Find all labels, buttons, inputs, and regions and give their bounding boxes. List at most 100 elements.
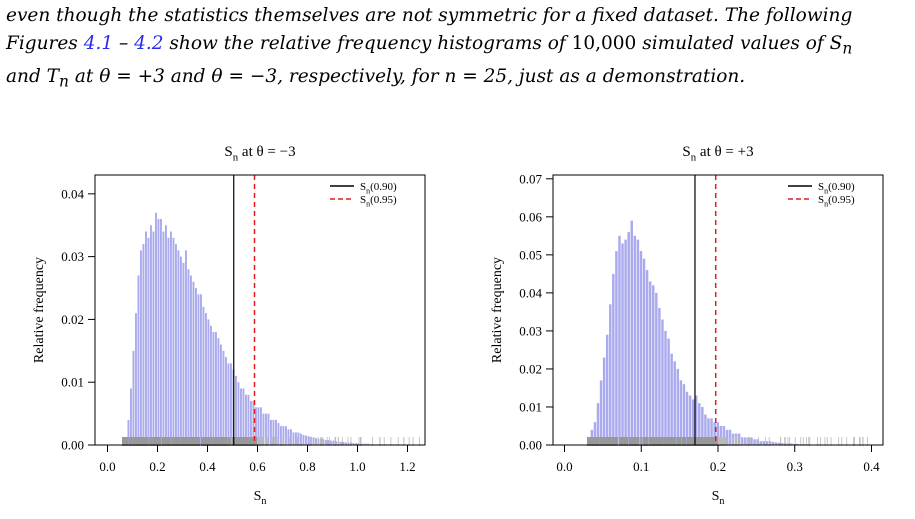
- x-axis-label-subscript: n: [261, 496, 266, 507]
- paragraph-text: at: [69, 66, 99, 87]
- y-tick-label: 0.04: [519, 285, 542, 300]
- histogram-bar: [627, 232, 629, 444]
- histogram-bar: [183, 263, 185, 445]
- legend: Sn(0.90)Sn(0.95): [788, 181, 855, 208]
- histogram-bar: [163, 232, 165, 445]
- histogram-bar: [138, 275, 140, 444]
- histogram-bar: [673, 361, 675, 444]
- histogram-bar: [333, 441, 335, 445]
- y-tick-label: 0.01: [519, 399, 542, 414]
- chart-title: Sn at θ = −3: [224, 144, 295, 164]
- figure-ref-4-2[interactable]: 4.2: [134, 33, 163, 54]
- math-subscript: n: [842, 40, 852, 58]
- y-tick-label: 0.04: [61, 186, 84, 201]
- histogram-bar: [148, 238, 150, 445]
- x-tick-label: 0.4: [863, 459, 880, 474]
- x-tick-label: 0.2: [710, 459, 726, 474]
- histogram-bar: [631, 221, 633, 445]
- histogram-bar: [363, 444, 365, 445]
- legend-label: Sn(0.95): [818, 194, 855, 208]
- histogram-bar: [155, 213, 157, 445]
- histogram-bar: [640, 251, 642, 444]
- histogram-bar: [238, 382, 240, 444]
- y-tick-label: 0.06: [519, 209, 542, 224]
- math-n-value: n = 25: [444, 66, 507, 87]
- histogram-bar: [303, 435, 305, 445]
- histogram-bar: [618, 236, 620, 445]
- figure-ref-4-1[interactable]: 4.1: [84, 33, 113, 54]
- histogram-bar: [772, 442, 774, 445]
- y-tick-label: 0.07: [519, 171, 542, 186]
- math-var-t: T: [47, 66, 59, 87]
- x-tick-label: 0.0: [99, 459, 115, 474]
- histogram-bar: [198, 294, 200, 444]
- histogram-bar: [143, 244, 145, 444]
- paragraph-text: , just as a demonstration.: [507, 66, 745, 87]
- bars-group: [588, 221, 808, 445]
- histogram-bar: [205, 313, 207, 444]
- histogram-bar: [305, 436, 307, 445]
- histogram-bar: [215, 332, 217, 445]
- histogram-bar: [686, 392, 688, 445]
- histogram-bar: [667, 339, 669, 445]
- chart-title-main: S: [224, 144, 232, 160]
- histogram-bar: [170, 232, 172, 445]
- histogram-bar: [228, 363, 230, 444]
- x-tick-label: 1.0: [349, 459, 365, 474]
- histogram-bar: [781, 443, 783, 444]
- histogram-bar: [729, 430, 731, 445]
- histogram-bar: [603, 358, 605, 445]
- histogram-bar: [140, 250, 142, 444]
- y-tick-label: 0.00: [519, 438, 542, 453]
- paragraph-text: simulated values of: [636, 33, 829, 54]
- histogram-bar: [295, 432, 297, 444]
- histogram-bar: [153, 232, 155, 445]
- chart-title-rest: at θ = +3: [696, 144, 753, 160]
- histogram-bar: [652, 285, 654, 444]
- paragraph-text: and: [165, 66, 212, 87]
- histogram-bar: [600, 380, 602, 444]
- histogram-bar: [606, 335, 608, 445]
- y-tick-label: 0.03: [519, 323, 542, 338]
- histogram-bar: [200, 294, 202, 444]
- paragraph-text: –: [113, 33, 134, 54]
- histogram-bar: [158, 219, 160, 445]
- y-tick-label: 0.01: [61, 375, 84, 390]
- x-axis-label-subscript: n: [719, 496, 724, 507]
- histogram-bar: [643, 259, 645, 445]
- y-axis-label: Relative frequency: [490, 257, 505, 363]
- histogram-bar: [661, 320, 663, 445]
- y-tick-label: 0.03: [61, 249, 84, 264]
- histogram-bar: [173, 238, 175, 445]
- paragraph-text: show the relative frequency histograms o…: [164, 33, 572, 54]
- histogram-bar: [612, 274, 614, 445]
- x-axis-label: Sn: [712, 489, 725, 507]
- histogram-bar: [213, 332, 215, 445]
- legend-label-rest: (0.95): [370, 194, 397, 206]
- histogram-bar: [624, 240, 626, 445]
- histogram-bar: [763, 441, 765, 444]
- histogram-bar: [658, 308, 660, 444]
- histogram-bar: [615, 251, 617, 444]
- histogram-bar: [230, 363, 232, 444]
- histogram-bar: [368, 444, 370, 445]
- legend-label: Sn(0.95): [360, 194, 397, 208]
- histogram-bar: [195, 288, 197, 444]
- histogram-bar: [353, 443, 355, 444]
- histogram-bar: [133, 351, 135, 445]
- histogram-bar: [609, 304, 611, 444]
- x-tick-label: 0.8: [299, 459, 315, 474]
- math-subscript: n: [59, 72, 69, 90]
- histogram-bar: [330, 441, 332, 445]
- histogram-bar: [634, 236, 636, 445]
- histogram-bar: [188, 269, 190, 444]
- x-axis-label: Sn: [254, 489, 267, 507]
- histogram-bar: [150, 225, 152, 444]
- chart-title-main: S: [682, 144, 690, 160]
- histogram-bar: [168, 238, 170, 445]
- histogram-bar: [343, 442, 345, 445]
- histogram-bar: [790, 443, 792, 444]
